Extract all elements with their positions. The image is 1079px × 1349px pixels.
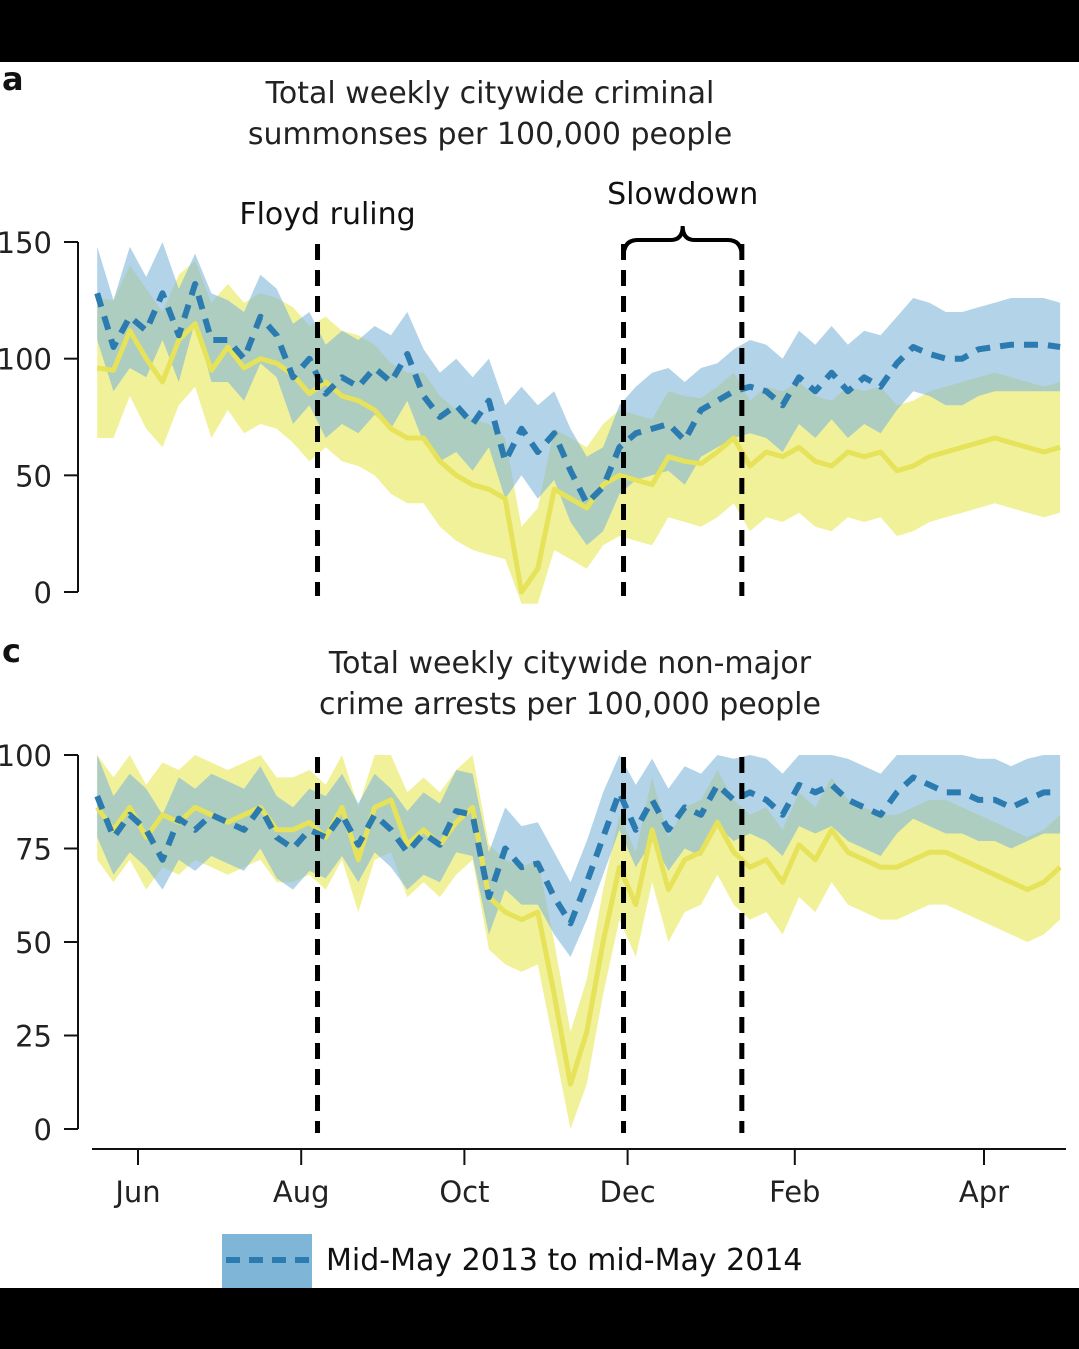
series-line-yellow — [96, 321, 1061, 595]
y-tick-label: 150 — [0, 226, 52, 260]
chart-c: 0 25 50 75 100 — [0, 739, 1062, 1147]
series-line-blue-dashed — [94, 774, 1061, 927]
legend-label: Mid-May 2013 to mid-May 2014 — [326, 1243, 803, 1278]
plot-area-c — [94, 755, 1062, 1129]
legend: Mid-May 2013 to mid-May 2014 — [222, 1234, 803, 1288]
x-tick-label-feb: Feb — [769, 1175, 820, 1209]
slowdown-label: Slowdown — [607, 177, 758, 212]
y-tick-label: 100 — [0, 343, 52, 377]
panel-label-c: c — [2, 632, 21, 670]
chart-a-title-line1: Total weekly citywide criminal — [265, 76, 715, 111]
figure-canvas: a Total weekly citywide criminal summons… — [0, 62, 1066, 1288]
y-tick-label: 0 — [34, 576, 52, 610]
y-tick-label: 25 — [15, 1020, 52, 1054]
x-tick-label-aug: Aug — [273, 1175, 330, 1209]
y-tick-label: 50 — [15, 926, 52, 960]
chart-a-title-line2: summonses per 100,000 people — [248, 117, 732, 152]
series-line-blue-dashed — [94, 281, 1061, 507]
plot-area-a — [94, 242, 1061, 604]
slowdown-brace-icon — [621, 225, 744, 258]
x-tick-label-apr: Apr — [959, 1175, 1009, 1209]
y-tick-label: 50 — [15, 459, 52, 493]
figure-panel: a Total weekly citywide criminal summons… — [0, 62, 1079, 1288]
chart-c-title-line2: crime arrests per 100,000 people — [319, 687, 821, 722]
y-tick-label: 75 — [15, 833, 52, 867]
chart-a: 0 50 100 150 Floyd ruling Slowdown — [0, 177, 1061, 610]
band-blue — [97, 242, 1061, 546]
y-tick-label: 0 — [34, 1113, 52, 1147]
x-tick-label-jun: Jun — [113, 1175, 160, 1209]
panel-label-a: a — [2, 62, 24, 98]
band-blue — [97, 755, 1061, 957]
x-tick-label-oct: Oct — [439, 1175, 489, 1209]
floyd-ruling-label: Floyd ruling — [239, 197, 415, 232]
chart-c-title-line1: Total weekly citywide non-major — [328, 646, 812, 681]
x-tick-label-dec: Dec — [600, 1175, 656, 1209]
y-tick-label: 100 — [0, 739, 52, 773]
x-axis: Jun Aug Oct Dec Feb Apr — [92, 1148, 1066, 1209]
